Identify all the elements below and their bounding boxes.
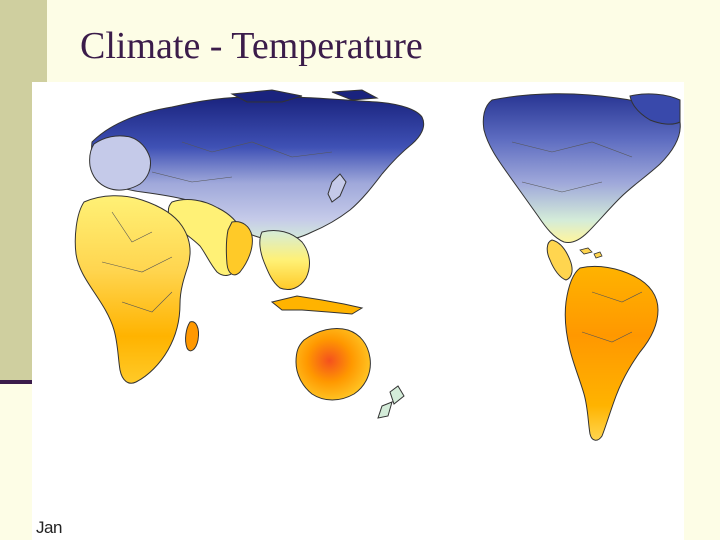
southeast-asia-region — [259, 229, 310, 291]
madagascar-island — [185, 321, 199, 352]
caribbean-islands — [579, 247, 603, 259]
europe-region — [89, 135, 151, 191]
arctic-islands — [230, 89, 379, 103]
country-borders — [101, 141, 643, 343]
australia-region — [295, 327, 371, 401]
indonesia-islands — [270, 295, 364, 315]
greenland-region — [629, 93, 681, 125]
world-map-svg — [74, 89, 681, 441]
month-label: Jan — [36, 518, 62, 537]
africa-region — [74, 195, 191, 384]
india-region — [225, 221, 253, 276]
temperature-map — [32, 82, 684, 540]
new-zealand-island — [377, 385, 405, 419]
central-america-region — [546, 239, 573, 281]
south-america-region — [564, 265, 659, 441]
japan-islands — [327, 173, 347, 203]
slide-title: Climate - Temperature — [80, 25, 423, 67]
